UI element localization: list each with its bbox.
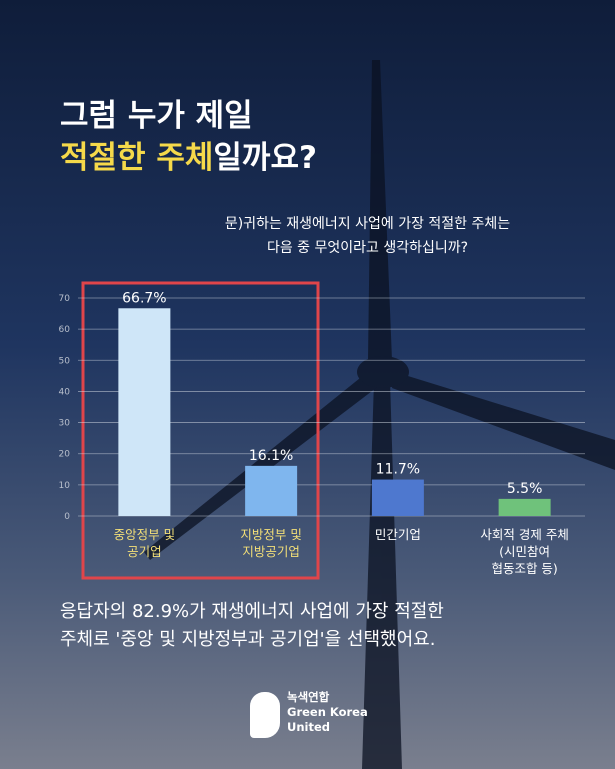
title: 그럼 누가 제일 적절한 주체일까요? bbox=[60, 95, 317, 179]
value-label: 66.7% bbox=[122, 290, 166, 306]
y-tick-label: 10 bbox=[59, 481, 71, 491]
value-label: 5.5% bbox=[507, 481, 543, 497]
logo-line: 녹색연합 bbox=[287, 690, 330, 704]
x-tick-label: 민간기업 bbox=[374, 527, 421, 542]
subtitle: 문)귀하는 재생에너지 사업에 가장 적절한 주체는 다음 중 무엇이라고 생각… bbox=[0, 212, 615, 260]
logo-line: Green Korea bbox=[287, 705, 368, 719]
conclusion-line: 주체로 '중앙 및 지방정부과 공기업'을 선택했어요. bbox=[60, 629, 436, 650]
y-tick-label: 60 bbox=[59, 325, 71, 335]
value-label: 11.7% bbox=[376, 462, 420, 478]
bar bbox=[498, 498, 551, 516]
turbine bbox=[144, 60, 615, 769]
conclusion-line: 응답자의 82.9%가 재생에너지 사업에 가장 적절한 bbox=[60, 601, 444, 622]
conclusion: 응답자의 82.9%가 재생에너지 사업에 가장 적절한 주체로 '중앙 및 지… bbox=[60, 598, 444, 654]
value-label: 16.1% bbox=[249, 448, 293, 464]
logo-icon bbox=[250, 692, 280, 738]
highlight-box bbox=[81, 281, 320, 580]
x-tick-label: 중앙정부 및 공기업 bbox=[113, 527, 176, 559]
x-tick-label: 사회적 경제 주체 (시민참여 협동조합 등) bbox=[480, 527, 569, 576]
y-tick-label: 0 bbox=[64, 512, 70, 522]
bar bbox=[118, 308, 171, 516]
logo-text: 녹색연합 Green Korea United bbox=[287, 690, 368, 735]
title-rest: 일까요? bbox=[213, 140, 317, 176]
subtitle-line: 다음 중 무엇이라고 생각하십니까? bbox=[266, 240, 469, 256]
x-tick-label: 지방정부 및 지방공기업 bbox=[240, 527, 302, 559]
bar bbox=[371, 479, 424, 516]
title-highlight: 적절한 주체 bbox=[60, 140, 214, 176]
subtitle-line: 문)귀하는 재생에너지 사업에 가장 적절한 주체는 bbox=[224, 216, 511, 232]
title-line: 그럼 누가 제일 bbox=[60, 98, 253, 134]
y-tick-label: 30 bbox=[59, 419, 71, 429]
y-tick-label: 20 bbox=[59, 450, 71, 460]
title-line: 적절한 주체일까요? bbox=[60, 137, 317, 179]
bar bbox=[245, 465, 298, 516]
y-tick-label: 40 bbox=[59, 387, 71, 397]
logo-line: United bbox=[287, 720, 330, 734]
y-tick-label: 70 bbox=[59, 294, 71, 304]
y-tick-label: 50 bbox=[59, 356, 71, 366]
